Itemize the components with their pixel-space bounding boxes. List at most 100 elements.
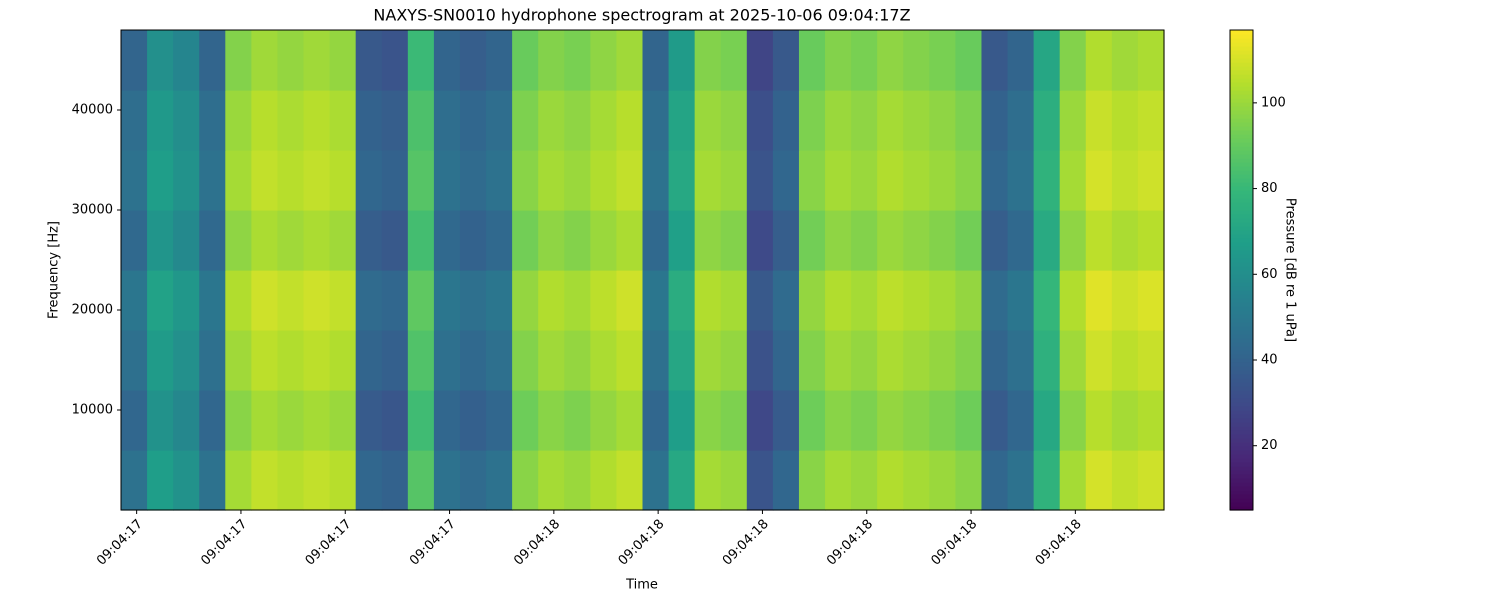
colorbar-segment bbox=[1230, 102, 1253, 107]
colorbar-segment bbox=[1230, 438, 1253, 443]
colorbar-segment bbox=[1230, 198, 1253, 203]
x-tick-label: 09:04:17 bbox=[407, 517, 459, 569]
heatmap-cell bbox=[381, 30, 409, 91]
colorbar-segment bbox=[1230, 46, 1253, 51]
colorbar-segment bbox=[1230, 402, 1253, 407]
colorbar-segment bbox=[1230, 450, 1253, 455]
heatmap-cell bbox=[590, 390, 618, 451]
heatmap-cell bbox=[746, 30, 774, 91]
heatmap-cell bbox=[329, 90, 357, 151]
colorbar-segment bbox=[1230, 238, 1253, 243]
heatmap-cell bbox=[1111, 390, 1139, 451]
heatmap-cell bbox=[381, 150, 409, 211]
colorbar-segment bbox=[1230, 266, 1253, 271]
heatmap-cell bbox=[668, 30, 696, 91]
heatmap-cell bbox=[173, 90, 200, 151]
colorbar-segment bbox=[1230, 158, 1253, 163]
colorbar-tick-label: 100 bbox=[1261, 95, 1286, 110]
heatmap-cell bbox=[199, 390, 226, 451]
colorbar-segment bbox=[1230, 130, 1253, 135]
heatmap-cell bbox=[251, 90, 279, 151]
colorbar-segment bbox=[1230, 118, 1253, 123]
colorbar-segment bbox=[1230, 350, 1253, 355]
colorbar-segment bbox=[1230, 90, 1253, 95]
heatmap-cell bbox=[981, 150, 1009, 211]
heatmap-cell bbox=[825, 210, 852, 271]
heatmap-cell bbox=[512, 330, 539, 391]
heatmap-cell bbox=[251, 150, 279, 211]
heatmap-cell bbox=[303, 450, 331, 511]
heatmap-cell bbox=[355, 210, 383, 271]
heatmap-cell bbox=[459, 210, 487, 271]
heatmap-cell bbox=[251, 390, 279, 451]
heatmap-cell bbox=[512, 90, 539, 151]
colorbar-segment bbox=[1230, 278, 1253, 283]
heatmap-cell bbox=[590, 210, 618, 271]
heatmap-cell bbox=[1085, 330, 1113, 391]
heatmap-cell bbox=[121, 390, 148, 451]
colorbar-segment bbox=[1230, 74, 1253, 79]
heatmap-cell bbox=[616, 150, 644, 211]
heatmap-cell bbox=[251, 210, 279, 271]
x-tick-label: 09:04:18 bbox=[1033, 517, 1085, 569]
heatmap-cell bbox=[199, 330, 226, 391]
heatmap-cell bbox=[355, 270, 383, 331]
heatmap-cell bbox=[1059, 390, 1087, 451]
heatmap-cell bbox=[486, 30, 513, 91]
heatmap-cell bbox=[798, 30, 826, 91]
heatmap-cell bbox=[772, 390, 800, 451]
heatmap-cell bbox=[720, 150, 748, 211]
heatmap-cell bbox=[381, 390, 409, 451]
colorbar-segment bbox=[1230, 494, 1253, 499]
heatmap-cell bbox=[903, 270, 930, 331]
heatmap-cell bbox=[225, 330, 252, 391]
colorbar-segment bbox=[1230, 410, 1253, 415]
heatmap-cell bbox=[1111, 270, 1139, 331]
heatmap-cell bbox=[538, 390, 565, 451]
heatmap-cell bbox=[433, 330, 461, 391]
heatmap-cell bbox=[1111, 90, 1139, 151]
heatmap-cell bbox=[147, 210, 174, 271]
colorbar-label: Pressure [dB re 1 uPa] bbox=[1283, 198, 1298, 342]
heatmap-cell bbox=[1085, 450, 1113, 511]
heatmap-cell bbox=[590, 450, 618, 511]
y-tick-label: 20000 bbox=[72, 303, 113, 318]
heatmap-cell bbox=[381, 330, 409, 391]
colorbar-segment bbox=[1230, 258, 1253, 263]
colorbar-segment bbox=[1230, 242, 1253, 247]
heatmap-cell bbox=[903, 450, 930, 511]
heatmap-cell bbox=[121, 150, 148, 211]
heatmap-cell bbox=[147, 270, 174, 331]
colorbar-segment bbox=[1230, 398, 1253, 403]
heatmap-cell bbox=[694, 390, 722, 451]
heatmap-cell bbox=[147, 390, 174, 451]
heatmap-cell bbox=[1033, 150, 1061, 211]
heatmap-cell bbox=[407, 210, 435, 271]
colorbar-segment bbox=[1230, 342, 1253, 347]
colorbar-segment bbox=[1230, 162, 1253, 167]
heatmap-cell bbox=[772, 450, 800, 511]
heatmap-cell bbox=[981, 450, 1009, 511]
colorbar-segment bbox=[1230, 358, 1253, 363]
heatmap-cell bbox=[459, 390, 487, 451]
heatmap-cell bbox=[303, 90, 331, 151]
heatmap-cell bbox=[1085, 210, 1113, 271]
colorbar-segment bbox=[1230, 334, 1253, 339]
heatmap-cell bbox=[564, 210, 591, 271]
colorbar-segment bbox=[1230, 62, 1253, 67]
heatmap-cell bbox=[355, 90, 383, 151]
colorbar-segment bbox=[1230, 222, 1253, 227]
heatmap-cell bbox=[746, 210, 774, 271]
heatmap-cell bbox=[981, 270, 1009, 331]
heatmap-cell bbox=[877, 90, 904, 151]
colorbar-segment bbox=[1230, 134, 1253, 139]
colorbar-segment bbox=[1230, 110, 1253, 115]
heatmap-cell bbox=[1085, 90, 1113, 151]
heatmap-cell bbox=[225, 150, 252, 211]
heatmap-cell bbox=[355, 330, 383, 391]
heatmap-cell bbox=[381, 270, 409, 331]
heatmap-cell bbox=[1111, 30, 1139, 91]
heatmap-cell bbox=[121, 210, 148, 271]
heatmap-cell bbox=[903, 330, 930, 391]
colorbar-segment bbox=[1230, 378, 1253, 383]
